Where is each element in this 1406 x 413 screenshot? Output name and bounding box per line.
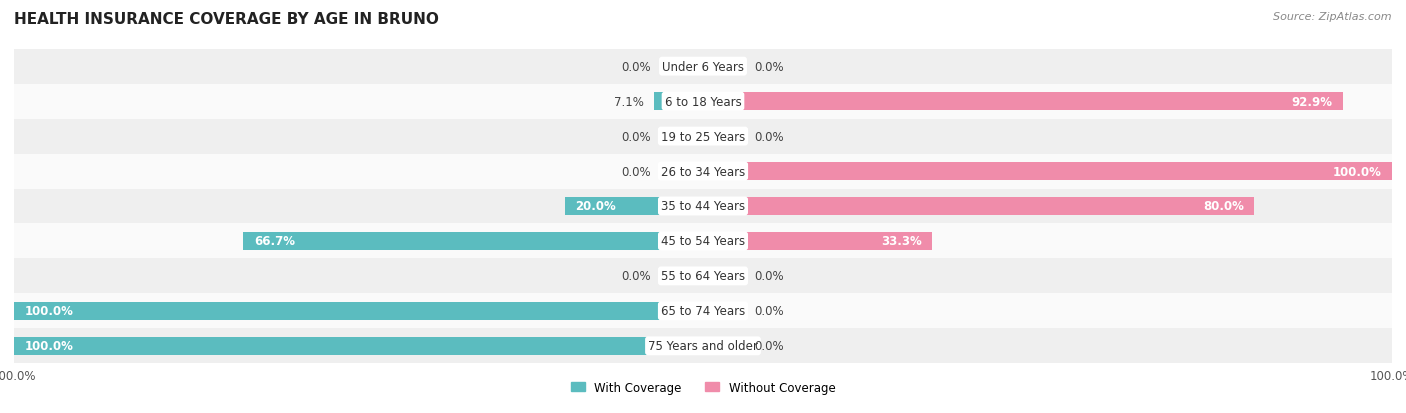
Bar <box>703 267 744 285</box>
Bar <box>565 197 703 216</box>
Text: 0.0%: 0.0% <box>755 305 785 318</box>
Bar <box>703 232 932 250</box>
Text: 7.1%: 7.1% <box>614 95 644 108</box>
Text: 0.0%: 0.0% <box>755 61 785 74</box>
Text: 100.0%: 100.0% <box>24 305 73 318</box>
Bar <box>14 224 1392 259</box>
Bar <box>14 294 1392 329</box>
Bar <box>14 50 1392 84</box>
Text: Under 6 Years: Under 6 Years <box>662 61 744 74</box>
Bar <box>14 119 1392 154</box>
Bar <box>14 329 1392 363</box>
Bar <box>14 84 1392 119</box>
Text: 6 to 18 Years: 6 to 18 Years <box>665 95 741 108</box>
Text: 0.0%: 0.0% <box>621 61 651 74</box>
Legend: With Coverage, Without Coverage: With Coverage, Without Coverage <box>565 376 841 399</box>
Text: 35 to 44 Years: 35 to 44 Years <box>661 200 745 213</box>
Text: 0.0%: 0.0% <box>755 270 785 283</box>
Bar <box>662 128 703 146</box>
Bar <box>703 128 744 146</box>
Bar <box>14 259 1392 294</box>
Bar <box>703 93 1343 111</box>
Bar <box>703 197 1254 216</box>
Text: 20.0%: 20.0% <box>575 200 616 213</box>
Text: 33.3%: 33.3% <box>882 235 922 248</box>
Bar <box>14 337 703 355</box>
Text: 0.0%: 0.0% <box>755 130 785 143</box>
Text: 92.9%: 92.9% <box>1292 95 1333 108</box>
Text: 26 to 34 Years: 26 to 34 Years <box>661 165 745 178</box>
Text: 45 to 54 Years: 45 to 54 Years <box>661 235 745 248</box>
Bar <box>703 163 1392 181</box>
Text: 0.0%: 0.0% <box>621 165 651 178</box>
Text: 0.0%: 0.0% <box>621 270 651 283</box>
Text: 19 to 25 Years: 19 to 25 Years <box>661 130 745 143</box>
Bar <box>243 232 703 250</box>
Bar <box>14 302 703 320</box>
Text: 80.0%: 80.0% <box>1204 200 1244 213</box>
Text: Source: ZipAtlas.com: Source: ZipAtlas.com <box>1274 12 1392 22</box>
Bar <box>14 189 1392 224</box>
Text: 0.0%: 0.0% <box>621 130 651 143</box>
Text: 75 Years and older: 75 Years and older <box>648 339 758 352</box>
Bar <box>662 58 703 76</box>
Text: 65 to 74 Years: 65 to 74 Years <box>661 305 745 318</box>
Bar <box>703 58 744 76</box>
Text: 55 to 64 Years: 55 to 64 Years <box>661 270 745 283</box>
Bar <box>662 163 703 181</box>
Bar <box>662 267 703 285</box>
Bar <box>14 154 1392 189</box>
Text: 100.0%: 100.0% <box>1333 165 1382 178</box>
Text: 100.0%: 100.0% <box>24 339 73 352</box>
Text: 0.0%: 0.0% <box>755 339 785 352</box>
Bar <box>703 337 744 355</box>
Text: 66.7%: 66.7% <box>254 235 295 248</box>
Text: HEALTH INSURANCE COVERAGE BY AGE IN BRUNO: HEALTH INSURANCE COVERAGE BY AGE IN BRUN… <box>14 12 439 27</box>
Bar <box>654 93 703 111</box>
Bar <box>703 302 744 320</box>
